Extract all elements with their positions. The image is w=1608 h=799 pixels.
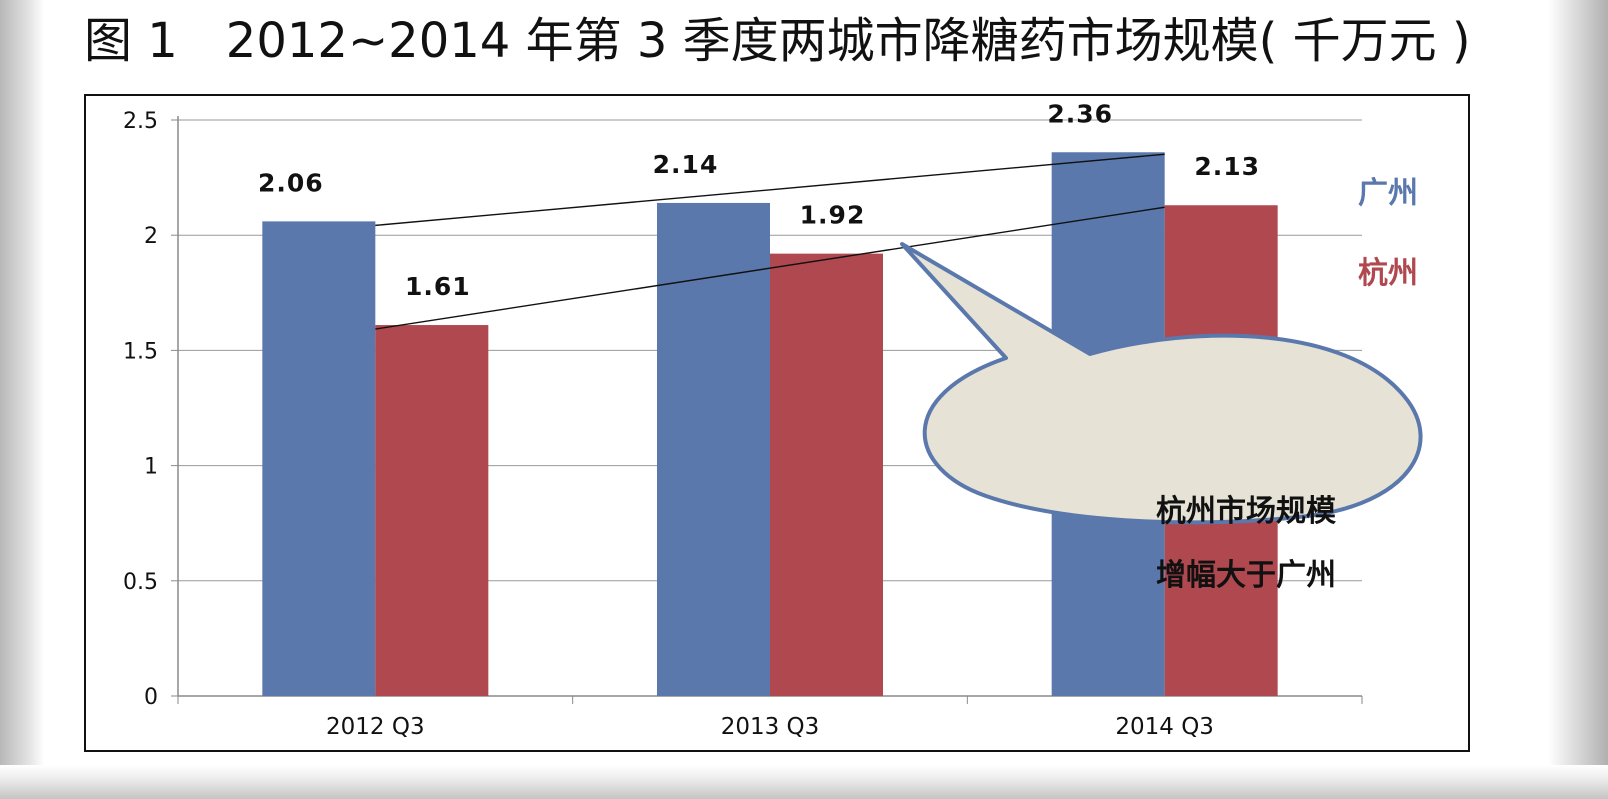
data-label: 2.36	[1047, 99, 1113, 128]
trend-line-hangzhou	[375, 206, 1165, 330]
x-tick-label: 2013 Q3	[721, 714, 820, 740]
x-tick-label: 2014 Q3	[1115, 714, 1214, 740]
bar-chart: 0 0.5 1 1.5 2 2.5 2012 Q3 2013 Q3 2014 Q3 2.06 1.6…	[123, 99, 1423, 740]
y-tick-label: 1.5	[123, 339, 158, 364]
legend-item-guangzhou: 广州	[1358, 176, 1418, 211]
data-label: 1.61	[405, 272, 471, 301]
data-label: 2.13	[1194, 152, 1260, 181]
data-label: 2.06	[258, 168, 324, 197]
trend-line-guangzhou	[375, 153, 1165, 227]
y-tick-label: 0.5	[123, 570, 158, 595]
y-tick-label: 1	[144, 455, 158, 480]
callout-line-2: 增幅大于广州	[1156, 558, 1336, 593]
callout-line-1: 杭州市场规模	[1156, 494, 1336, 529]
chart-frame: 0 0.5 1 1.5 2 2.5 2012 Q3 2013 Q3 2014 Q3 2.06 1.6…	[84, 94, 1470, 752]
callout-bubble	[900, 242, 1423, 525]
y-tick-label: 0	[144, 685, 158, 710]
page-shadow-bottom	[0, 765, 1608, 799]
y-tick-label: 2.5	[123, 109, 158, 134]
data-label: 2.14	[653, 150, 719, 179]
figure-title: 图 1 2012~2014 年第 3 季度两城市降糖药市场规模( 千万元 )	[84, 13, 1471, 69]
bar-guangzhou	[657, 202, 770, 696]
y-tick-label: 2	[144, 224, 158, 249]
legend-item-hangzhou: 杭州	[1358, 256, 1418, 291]
callout-text: 杭州市场规模 增幅大于广州	[1096, 480, 1396, 608]
page-shadow-left	[0, 0, 44, 799]
x-tick-label: 2012 Q3	[326, 714, 425, 740]
page-shadow-right	[1548, 0, 1608, 799]
data-label: 1.92	[800, 201, 866, 230]
bar-guangzhou	[262, 221, 376, 696]
bar-hangzhou	[770, 253, 883, 696]
bar-hangzhou	[375, 325, 489, 696]
